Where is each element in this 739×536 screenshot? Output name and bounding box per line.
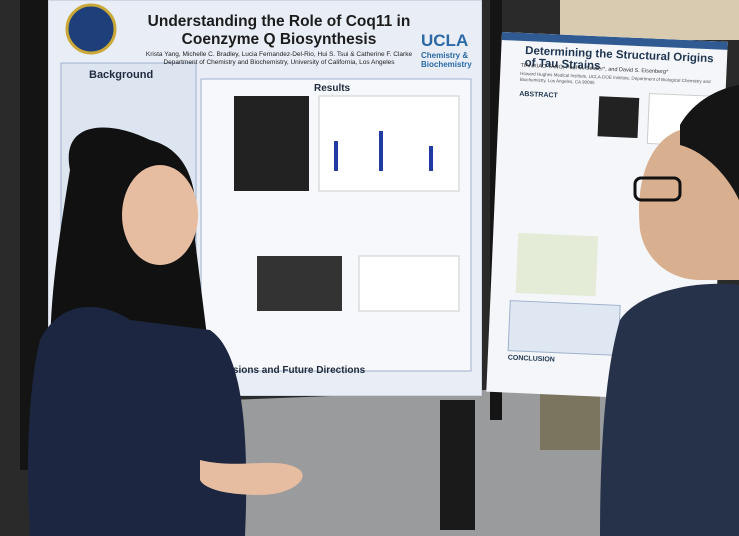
ceiling bbox=[560, 0, 739, 40]
affiliation: Department of Chemistry and Biochemistry… bbox=[163, 59, 395, 66]
header-bar bbox=[501, 32, 728, 50]
person-legs bbox=[440, 400, 475, 530]
poster-title: Understanding the Role of Coq11 in Coenz… bbox=[147, 13, 411, 48]
figure-image bbox=[597, 96, 640, 139]
section-heading: Results bbox=[314, 83, 351, 94]
section-box bbox=[60, 62, 197, 374]
floor bbox=[230, 380, 739, 536]
table bbox=[507, 300, 621, 356]
logo-name: UCLA bbox=[421, 31, 469, 50]
figure-bar bbox=[334, 141, 338, 171]
board-edge bbox=[20, 0, 50, 470]
figure-chart bbox=[318, 95, 460, 192]
section-heading: Conclusions and Future Directions bbox=[199, 365, 366, 376]
figure-image bbox=[234, 96, 309, 191]
poster: Understanding the Role of Coq11 in Coenz… bbox=[48, 0, 482, 396]
person-legs bbox=[540, 390, 600, 450]
logo: UCLA Chemistry & Biochemistry bbox=[421, 31, 481, 69]
poster: Determining the Structural Origins of Ta… bbox=[486, 32, 728, 402]
logo-subtitle: Chemistry & Biochemistry bbox=[421, 51, 472, 69]
section-heading: Background bbox=[89, 69, 154, 81]
figure-chart bbox=[646, 92, 720, 148]
figure-image bbox=[257, 256, 342, 311]
figure-bar bbox=[429, 146, 433, 171]
figure-bar bbox=[379, 131, 383, 171]
figure-chart bbox=[358, 255, 460, 312]
university-seal bbox=[65, 3, 117, 55]
figure-image bbox=[515, 232, 599, 297]
authors: Krista Yang, Michelle C. Bradley, Lucia … bbox=[145, 51, 413, 58]
poster-authors: Krista Yang, Michelle C. Bradley, Lucia … bbox=[144, 51, 414, 67]
